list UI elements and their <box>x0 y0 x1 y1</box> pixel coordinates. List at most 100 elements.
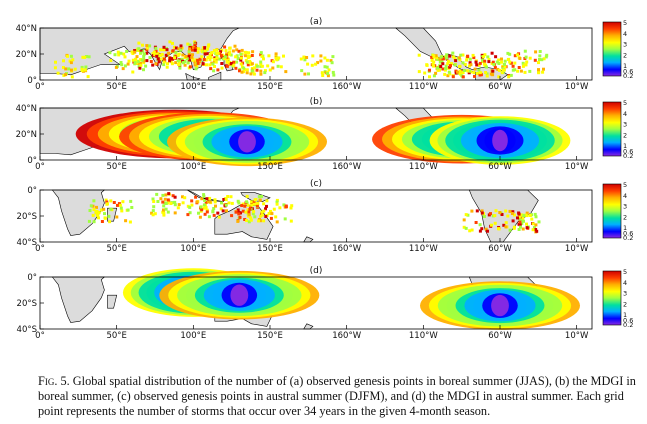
genesis-cell <box>503 65 507 69</box>
genesis-cell <box>484 227 488 231</box>
genesis-cell <box>183 63 187 67</box>
genesis-cell <box>332 73 336 77</box>
colorbar-tick-label: 1 <box>623 62 627 70</box>
genesis-cell <box>234 55 238 59</box>
genesis-cell <box>269 209 272 213</box>
genesis-cell <box>468 61 472 65</box>
genesis-density <box>238 131 256 153</box>
genesis-cell <box>144 64 148 68</box>
genesis-cell <box>329 59 333 63</box>
genesis-cell <box>200 197 204 201</box>
genesis-cell <box>203 199 207 202</box>
genesis-cell <box>522 214 526 218</box>
genesis-cell <box>154 49 158 53</box>
genesis-cell <box>206 200 210 204</box>
genesis-cell <box>423 71 427 75</box>
genesis-cell <box>321 74 325 77</box>
genesis-cell <box>169 202 173 205</box>
genesis-cell <box>166 62 169 66</box>
genesis-cell <box>80 69 84 72</box>
genesis-cell <box>194 195 198 199</box>
genesis-cell <box>247 210 251 214</box>
genesis-cell <box>181 53 185 57</box>
genesis-cell <box>439 65 443 68</box>
genesis-cell <box>133 50 137 54</box>
genesis-cell <box>325 58 329 62</box>
genesis-cell <box>246 56 250 59</box>
genesis-cell <box>114 65 118 69</box>
genesis-cell <box>100 208 103 212</box>
genesis-cell <box>471 53 475 57</box>
genesis-cell <box>331 55 335 59</box>
genesis-cell <box>236 199 240 203</box>
genesis-cell <box>200 49 204 53</box>
genesis-cell <box>181 195 184 199</box>
genesis-cell <box>187 51 191 55</box>
genesis-cell <box>492 63 496 66</box>
genesis-cell <box>259 51 263 55</box>
genesis-cell <box>511 64 515 68</box>
genesis-cell <box>457 56 461 60</box>
genesis-cell <box>157 60 161 64</box>
genesis-cell <box>234 210 238 214</box>
genesis-cell <box>255 68 259 72</box>
genesis-cell <box>69 61 73 65</box>
genesis-cell <box>485 65 488 69</box>
genesis-cell <box>518 223 522 227</box>
land-outline <box>240 192 271 203</box>
genesis-cell <box>486 229 489 233</box>
genesis-cell <box>262 209 266 213</box>
genesis-cell <box>263 71 267 75</box>
genesis-cell <box>284 70 288 74</box>
genesis-cell <box>445 53 449 57</box>
genesis-cell <box>538 58 541 61</box>
genesis-cell <box>239 58 243 62</box>
genesis-density <box>492 129 508 152</box>
genesis-cell <box>167 192 171 196</box>
genesis-cell <box>507 75 511 79</box>
genesis-cell <box>224 49 228 53</box>
genesis-cell <box>466 69 470 73</box>
genesis-cell <box>247 213 251 217</box>
genesis-cell <box>520 221 524 225</box>
genesis-cell <box>91 204 95 208</box>
genesis-cell <box>174 54 178 58</box>
genesis-cell <box>425 63 429 67</box>
genesis-cell <box>141 49 145 53</box>
genesis-cell <box>179 48 183 52</box>
genesis-cell <box>201 62 205 66</box>
genesis-cell <box>153 52 157 56</box>
genesis-cell <box>186 61 190 65</box>
genesis-cell <box>249 218 253 222</box>
genesis-cell <box>123 55 127 59</box>
genesis-cell <box>230 214 234 218</box>
genesis-cell <box>232 63 236 67</box>
genesis-cell <box>206 56 210 59</box>
genesis-cell <box>185 57 189 61</box>
genesis-cell <box>191 53 194 57</box>
genesis-cell <box>509 73 513 77</box>
genesis-cell <box>530 217 534 221</box>
genesis-cell <box>212 69 216 73</box>
genesis-cell <box>245 71 249 75</box>
genesis-cell <box>482 55 486 59</box>
genesis-cell <box>535 229 539 233</box>
y-tick-label: 20°N <box>16 130 37 140</box>
genesis-density <box>491 294 509 317</box>
y-tick-label: 20°S <box>17 212 37 222</box>
genesis-cell <box>161 193 165 197</box>
genesis-cell <box>202 193 206 197</box>
genesis-cell <box>271 60 275 64</box>
genesis-cell <box>213 65 216 68</box>
genesis-cell <box>62 73 66 77</box>
genesis-cell <box>440 60 444 64</box>
genesis-cell <box>204 58 208 62</box>
genesis-cell <box>508 228 512 232</box>
genesis-cell <box>259 214 263 218</box>
genesis-cell <box>87 219 91 223</box>
genesis-cell <box>522 219 525 223</box>
genesis-cell <box>278 206 282 210</box>
genesis-cell <box>232 60 236 64</box>
genesis-cell <box>542 57 546 61</box>
genesis-cell <box>537 68 540 72</box>
